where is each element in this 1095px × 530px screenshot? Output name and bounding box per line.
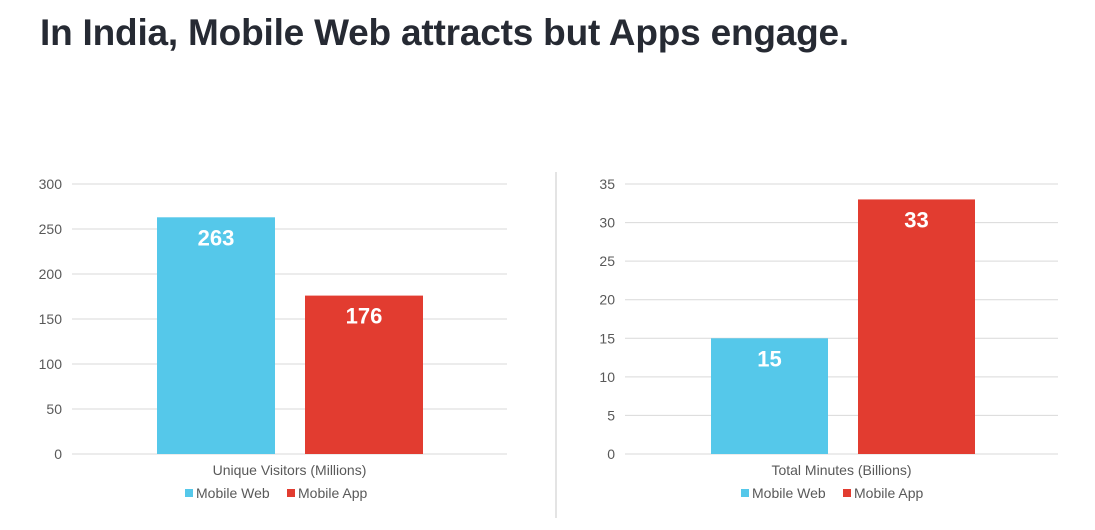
chart-2: 0 5 10 15 20 25 30 35 15 33 Total Minutes (Billion… bbox=[599, 176, 1058, 501]
bar-mobile-app bbox=[858, 199, 975, 454]
y-tick-label: 5 bbox=[607, 407, 615, 423]
y-tick-label: 50 bbox=[46, 401, 62, 417]
y-tick-label: 0 bbox=[54, 446, 62, 462]
y-tick-label: 35 bbox=[599, 176, 615, 192]
y-tick-label: 100 bbox=[39, 356, 63, 372]
y-tick-label: 20 bbox=[599, 292, 615, 308]
x-category-label: Unique Visitors (Millions) bbox=[213, 462, 367, 478]
data-label: 176 bbox=[346, 304, 383, 329]
legend-entry: Mobile Web bbox=[752, 485, 826, 501]
data-label: 15 bbox=[757, 346, 781, 371]
chart-1: 0 50 100 150 200 250 300 263 176 Unique Visitors … bbox=[39, 176, 507, 501]
y-tick-label: 250 bbox=[39, 221, 63, 237]
y-tick-label: 30 bbox=[599, 215, 615, 231]
data-label: 263 bbox=[198, 225, 235, 250]
legend-swatch bbox=[287, 489, 295, 497]
x-category-label: Total Minutes (Billions) bbox=[771, 462, 911, 478]
y-tick-label: 10 bbox=[599, 369, 615, 385]
page-title: In India, Mobile Web attracts but Apps e… bbox=[40, 12, 849, 53]
legend-entry: Mobile Web bbox=[196, 485, 270, 501]
y-tick-label: 0 bbox=[607, 446, 615, 462]
y-tick-label: 300 bbox=[39, 176, 63, 192]
bar-mobile-web bbox=[711, 338, 828, 454]
y-tick-label: 150 bbox=[39, 311, 63, 327]
y-tick-label: 25 bbox=[599, 253, 615, 269]
y-tick-label: 200 bbox=[39, 266, 63, 282]
legend-swatch bbox=[741, 489, 749, 497]
legend-swatch bbox=[843, 489, 851, 497]
bar-mobile-app bbox=[305, 295, 423, 454]
data-label: 33 bbox=[904, 207, 928, 232]
legend-entry: Mobile App bbox=[854, 485, 923, 501]
chart-divider bbox=[555, 172, 557, 518]
legend-swatch bbox=[185, 489, 193, 497]
bar-mobile-web bbox=[157, 217, 275, 454]
legend-entry: Mobile App bbox=[298, 485, 367, 501]
y-tick-label: 15 bbox=[599, 330, 615, 346]
